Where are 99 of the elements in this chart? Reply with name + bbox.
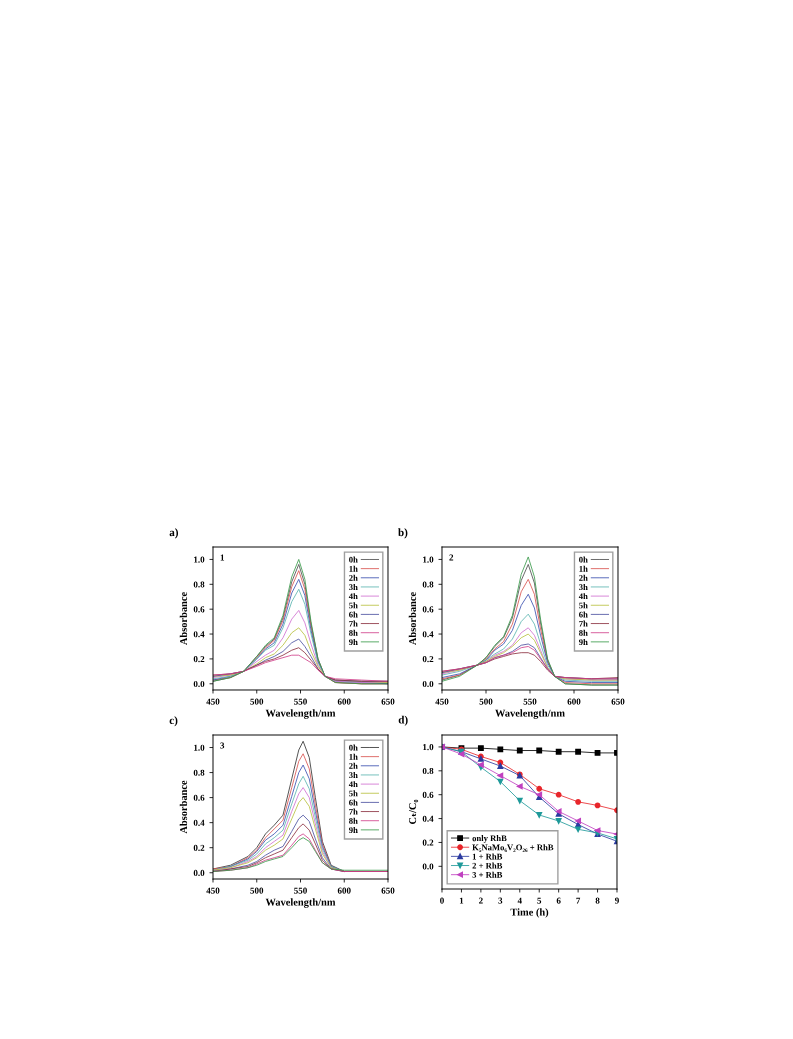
x-tick-label: 550 <box>523 698 537 705</box>
legend-label: 0h <box>349 744 358 751</box>
y-tick-label: 0.2 <box>422 839 434 846</box>
x-tick-label: 5 <box>537 897 542 904</box>
x-tick-label: 500 <box>250 887 264 894</box>
x-axis-title: Wavelength/nm <box>265 709 336 719</box>
y-tick-label: 1.0 <box>423 556 434 563</box>
legend-label: 5h <box>349 602 358 609</box>
legend-label: 3h <box>349 583 358 591</box>
legend-label: K₅NaMo₆V₂O₂₆ + RhB <box>472 844 554 853</box>
x-tick-label: 600 <box>337 887 351 894</box>
x-tick-label: 2 <box>479 897 483 904</box>
legend-label: 1h <box>349 565 358 572</box>
x-tick-label: 550 <box>294 887 307 894</box>
legend-label: 6h <box>579 611 588 618</box>
legend-label: 9h <box>349 638 358 645</box>
legend-label: 8h <box>349 629 358 636</box>
legend-label: 7h <box>349 808 358 815</box>
legend-label: 7h <box>349 620 358 627</box>
y-tick-label: 0.8 <box>422 767 434 775</box>
legend-label: 2h <box>579 574 588 581</box>
annotation: 1 <box>220 554 225 561</box>
y-tick-label: 1.0 <box>194 744 205 751</box>
legend-label: 9h <box>349 826 358 833</box>
x-tick-label: 550 <box>294 698 307 705</box>
legend-label: 2h <box>349 574 358 581</box>
legend-label: 1h <box>349 753 358 760</box>
x-tick-label: 450 <box>206 887 220 894</box>
legend-label: 3h <box>579 583 588 591</box>
legend-label: 0h <box>349 556 358 563</box>
y-tick-label: 0.4 <box>193 819 205 826</box>
y-tick-label: 0.8 <box>422 581 434 588</box>
y-tick-label: 0.4 <box>422 631 434 638</box>
x-tick-label: 8 <box>595 897 600 904</box>
legend-label: 6h <box>349 799 358 806</box>
y-tick-label: 0.0 <box>193 869 205 876</box>
y-tick-label: 0.4 <box>193 631 205 638</box>
y-axis-title: Absorbance <box>179 592 188 646</box>
y-axis-title: Cₜ/C₀ <box>409 799 419 825</box>
y-tick-label: 1.0 <box>194 556 205 563</box>
legend-label: 6h <box>349 611 358 618</box>
y-tick-label: 0.6 <box>422 606 434 613</box>
y-tick-label: 0.8 <box>193 769 205 776</box>
x-tick-label: 450 <box>206 698 220 705</box>
legend-label: 5h <box>349 790 358 797</box>
legend-label: 4h <box>348 593 358 600</box>
y-axis-title: Absorbance <box>179 780 188 834</box>
legend-label: 9h <box>579 638 588 645</box>
x-tick-label: 600 <box>337 698 351 705</box>
y-tick-label: 0.4 <box>422 815 434 822</box>
y-tick-label: 0.8 <box>193 581 205 588</box>
legend-label: 2h <box>349 762 358 769</box>
x-tick-label: 500 <box>250 698 264 705</box>
y-tick-label: 0.2 <box>193 656 205 663</box>
legend-label: 2 + RhB <box>472 862 503 869</box>
x-tick-label: 650 <box>381 887 395 894</box>
x-tick-label: 4 <box>517 897 522 904</box>
x-tick-label: 9 <box>614 897 619 904</box>
legend-label: 3 + RhB <box>472 871 503 878</box>
legend-label: 7h <box>579 620 588 627</box>
legend-label: 1h <box>579 565 588 572</box>
y-tick-label: 0.6 <box>193 794 205 801</box>
x-tick-label: 450 <box>435 698 449 705</box>
y-tick-label: 0.0 <box>422 863 434 870</box>
x-tick-label: 0 <box>440 897 444 904</box>
x-tick-label: 650 <box>611 698 625 705</box>
legend-label: 4h <box>348 781 358 788</box>
legend-label: 1 + RhB <box>472 853 503 860</box>
x-tick-label: 1 <box>459 897 464 904</box>
x-tick-label: 650 <box>381 698 395 705</box>
y-tick-label: 1.0 <box>423 744 434 751</box>
annotation: 2 <box>449 554 454 561</box>
y-tick-label: 0.6 <box>422 791 434 798</box>
chart-title: d) <box>398 715 408 726</box>
y-tick-label: 0.0 <box>422 680 434 688</box>
x-tick-label: 3 <box>498 897 503 904</box>
legend-label: only RhB <box>472 835 507 843</box>
chart-title: a) <box>169 528 179 539</box>
y-tick-label: 0.2 <box>422 656 434 663</box>
legend-label: 4h <box>578 593 588 600</box>
x-axis-title: Wavelength/nm <box>265 898 336 908</box>
chart-title: c) <box>169 716 178 727</box>
y-tick-label: 0.6 <box>193 606 205 613</box>
y-axis-title: Absorbance <box>408 592 417 646</box>
legend-label: 8h <box>349 817 358 824</box>
y-tick-label: 0.0 <box>193 680 205 688</box>
x-tick-label: 6 <box>556 897 561 904</box>
annotation: 3 <box>220 742 225 749</box>
legend-label: 0h <box>579 556 588 563</box>
legend-label: 8h <box>579 629 588 636</box>
x-tick-label: 7 <box>576 897 581 904</box>
x-tick-label: 600 <box>567 698 581 705</box>
x-axis-title: Time (h) <box>510 908 549 918</box>
legend-label: 3h <box>349 771 358 779</box>
y-tick-label: 0.2 <box>193 844 205 851</box>
legend-label: 5h <box>579 602 588 609</box>
x-tick-label: 500 <box>479 698 493 705</box>
chart-title: b) <box>398 528 408 539</box>
x-axis-title: Wavelength/nm <box>495 709 565 719</box>
